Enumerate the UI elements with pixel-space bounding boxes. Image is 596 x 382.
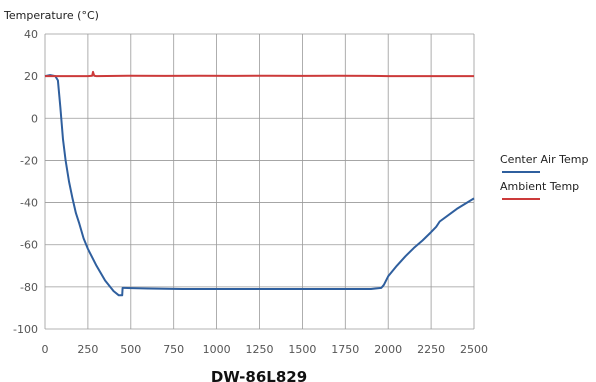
x-tick-label: 1500 (288, 343, 316, 356)
ambient-temp-line (45, 70, 474, 78)
x-tick-label: 250 (77, 343, 98, 356)
x-tick-label: 0 (42, 343, 49, 356)
x-tick-labels: 0 250 500 750 1000 1250 1500 1750 2000 2250 2500 (42, 343, 489, 356)
y-tick-labels: 40 20 0 -20 -40 -60 -80 -100 (13, 28, 38, 336)
x-tick-label: 2500 (460, 343, 488, 356)
series-lines (44, 70, 475, 297)
y-tick-label: 40 (24, 28, 38, 41)
y-tick-label: 20 (24, 70, 38, 83)
chart-caption: DW-86L829 (211, 368, 307, 382)
x-tick-label: 1750 (331, 343, 359, 356)
y-axis-label: Temperature (°C) (3, 9, 99, 22)
x-tick-label: 2000 (374, 343, 402, 356)
x-tick-label: 1250 (246, 343, 274, 356)
legend-label: Center Air Temp (500, 153, 588, 166)
y-tick-label: -80 (20, 281, 38, 294)
x-tick-label: 2250 (417, 343, 445, 356)
center-air-temp-line (44, 74, 475, 297)
x-tick-label: 750 (163, 343, 184, 356)
y-tick-label: -60 (20, 239, 38, 252)
y-tick-label: -20 (20, 154, 38, 167)
x-tick-label: 1000 (203, 343, 231, 356)
x-tick-label: 500 (120, 343, 141, 356)
y-tick-label: -40 (20, 197, 38, 210)
legend: Center Air Temp Ambient Temp (500, 153, 588, 200)
y-tick-label: 0 (31, 112, 38, 125)
legend-label: Ambient Temp (500, 180, 579, 193)
y-tick-label: -100 (13, 323, 38, 336)
